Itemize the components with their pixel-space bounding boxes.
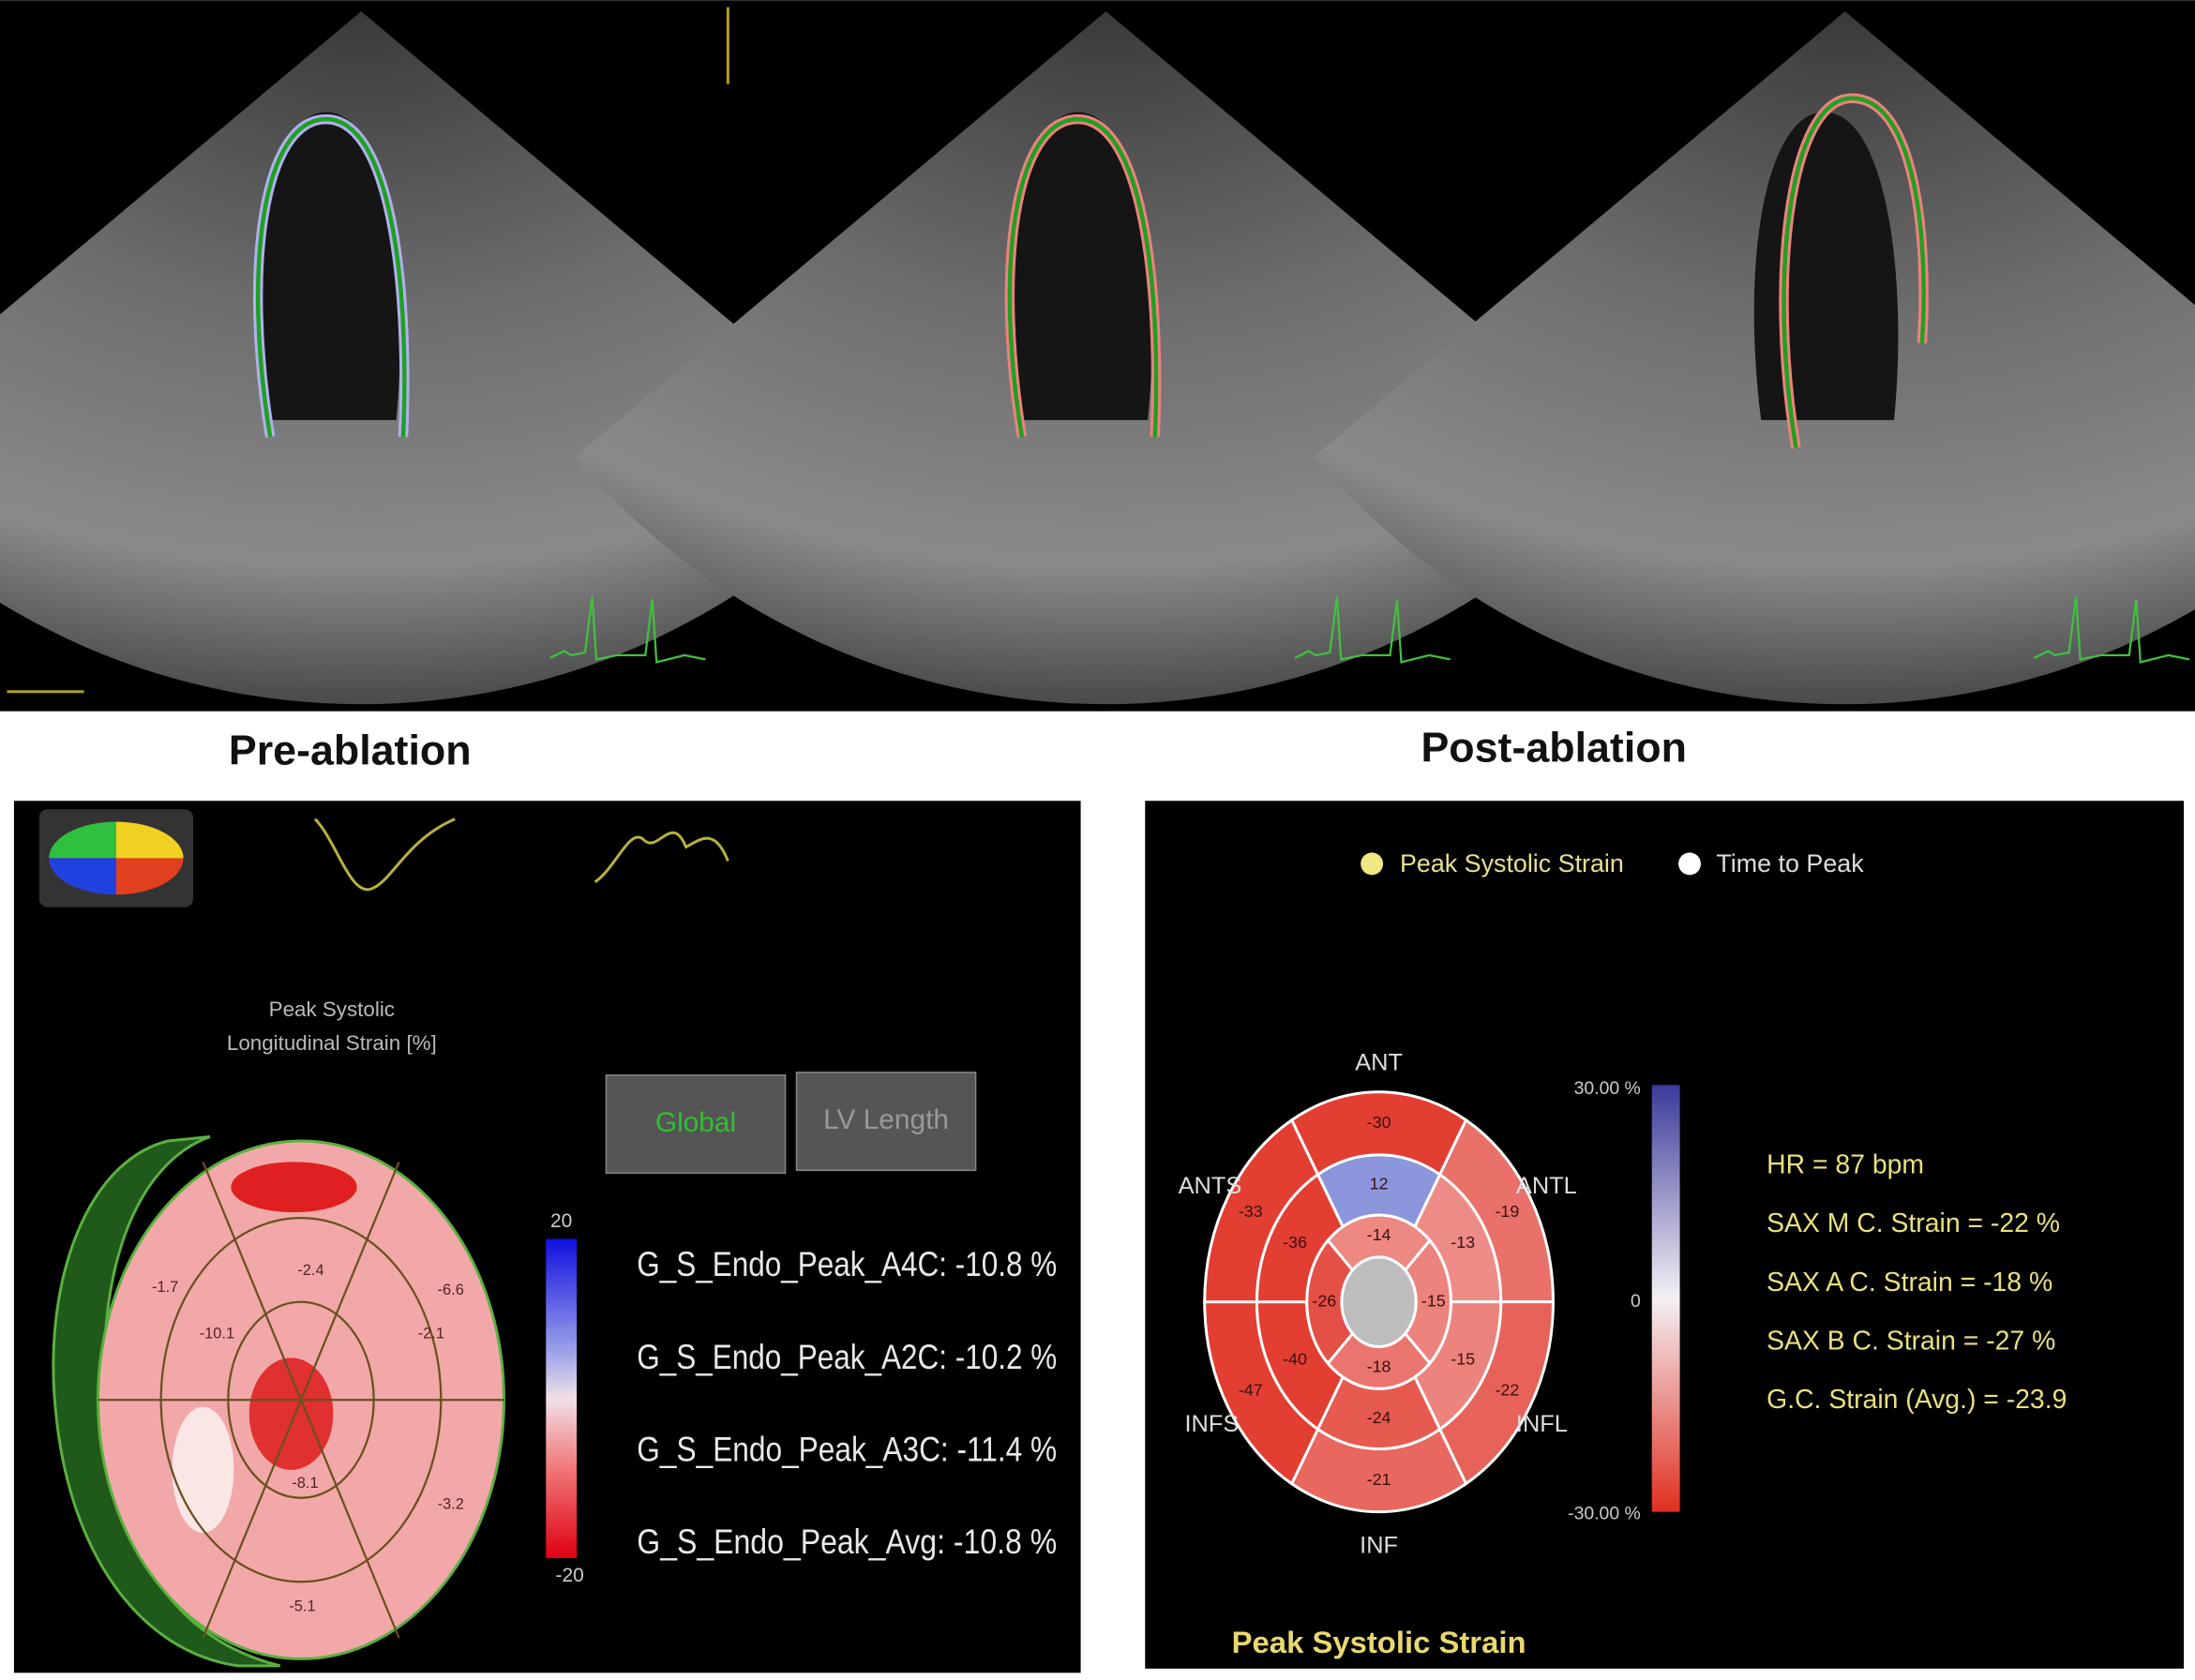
- pre-segment-values: -1.7 -2.4 -6.6 -10.1 -2.1 -8.1 -5.1 -3.2: [152, 1262, 464, 1614]
- post-stats: HR = 87 bpm SAX M C. Strain = -22 % SAX A …: [1767, 1149, 2067, 1415]
- legend-dot: [1361, 852, 1384, 876]
- button-label[interactable]: LV Length: [823, 1104, 949, 1135]
- wall-label: ANTS: [1179, 1173, 1242, 1199]
- ecg-trace: [2033, 596, 2190, 664]
- stat-line: SAX A C. Strain = -18 %: [1767, 1268, 2052, 1298]
- segment-value: -47: [1239, 1381, 1263, 1400]
- segment-value: -14: [1367, 1225, 1391, 1244]
- segment-value: -13: [1451, 1233, 1475, 1252]
- measurement: G_S_Endo_Peak_A2C: -10.2 %: [637, 1337, 1057, 1376]
- button-label[interactable]: Global: [655, 1107, 736, 1138]
- lv-trace: [1782, 96, 1926, 449]
- ecg-trace: [1294, 596, 1451, 664]
- echo-images: [0, 7, 2195, 705]
- scale-label: 20: [550, 1210, 572, 1232]
- color-wheel-part: [49, 858, 116, 895]
- segment-value: -5.1: [289, 1598, 315, 1614]
- segment-value: -3.2: [438, 1496, 464, 1513]
- measurement: G_S_Endo_Peak_Avg: -10.8 %: [637, 1522, 1057, 1561]
- lv-trace: [255, 116, 407, 438]
- segment-value: -2.4: [297, 1262, 323, 1279]
- scale-label: -20: [556, 1565, 584, 1586]
- pre-hotspot: [248, 1358, 334, 1470]
- segment-value: -15: [1451, 1350, 1475, 1369]
- segment-value: -36: [1283, 1233, 1307, 1252]
- stat-line: HR = 87 bpm: [1767, 1149, 1924, 1179]
- echo-sector: [1314, 11, 2195, 705]
- segment-value: -1.7: [152, 1279, 178, 1296]
- wall-label: INFS: [1184, 1411, 1239, 1437]
- strain-trace: [594, 831, 729, 884]
- segment-value: -15: [1421, 1291, 1446, 1310]
- pre-colorbar: [546, 1238, 578, 1558]
- lv-shell: [52, 1135, 280, 1668]
- pre-label: Pre-ablation: [229, 727, 472, 773]
- strain-trace: [313, 818, 456, 892]
- segment-value: -26: [1312, 1291, 1336, 1310]
- color-wheel-part: [49, 821, 116, 859]
- button-lv-length[interactable]: [795, 1072, 977, 1172]
- scale-label: 30.00 %: [1574, 1078, 1641, 1099]
- legend-label: Time to Peak: [1716, 849, 1864, 878]
- measurement: G_S_Endo_Peak_A3C: -11.4 %: [637, 1429, 1057, 1468]
- pre-hotspot: [231, 1162, 357, 1213]
- pre-title: Peak Systolic: [269, 998, 395, 1021]
- segment-value: -33: [1239, 1202, 1263, 1221]
- measurements: G_S_Endo_Peak_A4C: -10.8 % G_S_Endo_Peak_…: [637, 1244, 1057, 1561]
- measurement: G_S_Endo_Peak_A4C: -10.8 %: [637, 1244, 1057, 1283]
- legend-label: Peak Systolic Strain: [1400, 849, 1624, 878]
- segment-value: -30: [1367, 1113, 1391, 1132]
- wall-label: INF: [1360, 1533, 1398, 1559]
- legend-dot: [1678, 852, 1701, 876]
- stat-line: SAX B C. Strain = -27 %: [1767, 1326, 2055, 1356]
- segment-value: -24: [1367, 1408, 1391, 1427]
- stat-line: SAX M C. Strain = -22 %: [1767, 1208, 2060, 1238]
- wall-label: ANT: [1355, 1050, 1403, 1076]
- color-wheel-part: [115, 821, 184, 859]
- pre-coldspot: [172, 1406, 234, 1534]
- lv-cavity: [256, 112, 400, 421]
- segment-value: -19: [1495, 1202, 1519, 1221]
- wall-label: INFL: [1516, 1411, 1568, 1437]
- post-label: Post-ablation: [1421, 724, 1687, 771]
- stat-line: G.C. Strain (Avg.) = -23.9: [1767, 1385, 2067, 1415]
- apex: [1340, 1255, 1418, 1348]
- segment-value: -2.1: [418, 1325, 444, 1342]
- segment-value: -22: [1495, 1381, 1519, 1400]
- pre-title: Longitudinal Strain [%]: [227, 1031, 437, 1055]
- segment-value: -8.1: [292, 1475, 318, 1492]
- segment-value: -6.6: [438, 1282, 464, 1298]
- post-caption: Peak Systolic Strain: [1232, 1625, 1526, 1659]
- segment-value: -18: [1367, 1358, 1391, 1376]
- segment-value: 12: [1370, 1175, 1389, 1193]
- scale-label: -30.00 %: [1568, 1504, 1641, 1524]
- lv-trace: [1007, 116, 1159, 438]
- pre-grid: [98, 1161, 504, 1639]
- post-bullseye: -30 -19 -22 -21 -47 -33 12 -13 -15 -24 -40 -36 -14 -1…: [1179, 1050, 1577, 1559]
- segment-value: -10.1: [200, 1325, 234, 1342]
- ecg-trace: [549, 596, 706, 664]
- button-global[interactable]: [605, 1074, 787, 1175]
- wall-label: ANTL: [1516, 1173, 1577, 1199]
- post-colorbar: [1651, 1085, 1680, 1512]
- segment-value: -40: [1283, 1350, 1307, 1369]
- scale-label: 0: [1631, 1291, 1641, 1312]
- lv-cavity: [1007, 112, 1152, 421]
- segment-value: -21: [1367, 1470, 1391, 1489]
